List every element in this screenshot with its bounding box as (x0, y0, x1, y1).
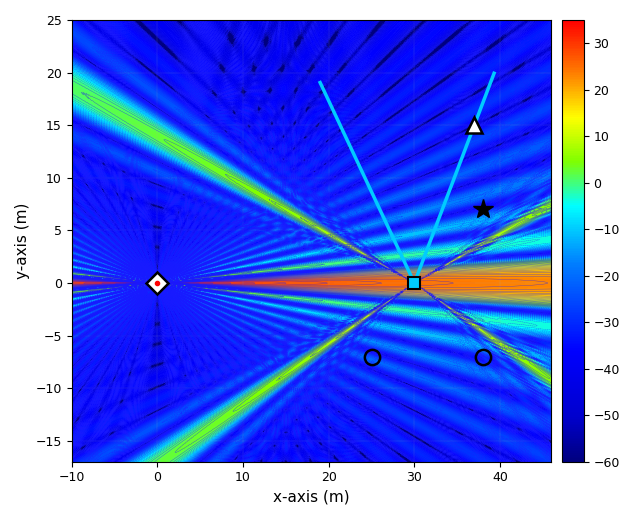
Y-axis label: y-axis (m): y-axis (m) (15, 203, 30, 279)
X-axis label: x-axis (m): x-axis (m) (273, 490, 350, 505)
